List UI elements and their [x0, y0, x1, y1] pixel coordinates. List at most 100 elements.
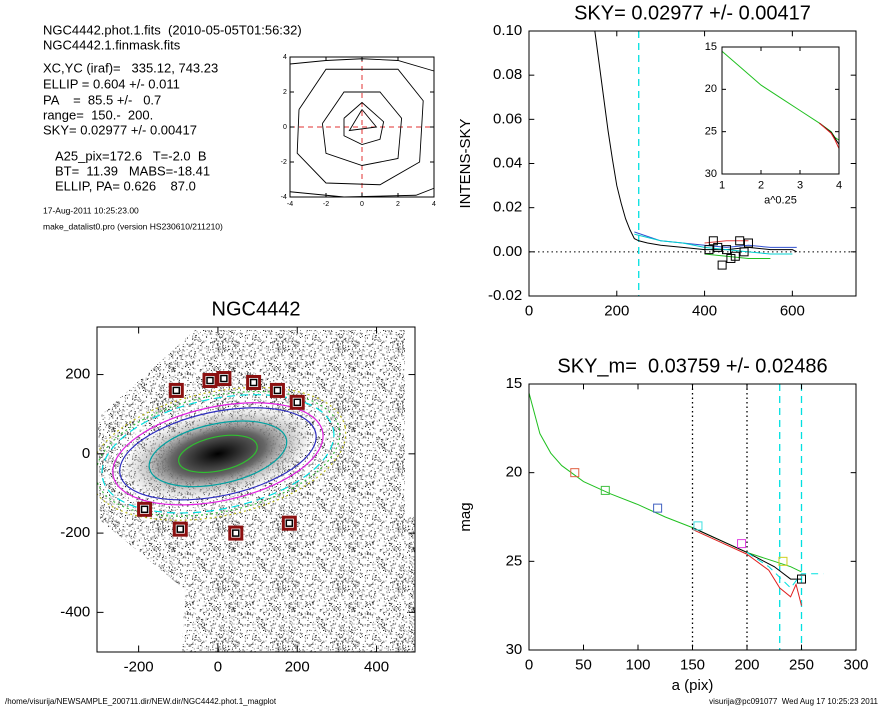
chart-title: NGC4442 — [212, 298, 301, 320]
marker — [797, 574, 806, 584]
x-tick-label: 3 — [797, 179, 803, 191]
marker — [730, 251, 740, 261]
x-tick-label: 400 — [364, 659, 389, 676]
info-line: XC,YC (iraf)= 335.12, 743.23 — [43, 60, 218, 75]
y-tick-label: 30 — [506, 641, 523, 658]
y-tick-label: -4 — [281, 194, 287, 201]
galaxy — [124, 408, 312, 500]
marker — [722, 245, 732, 255]
x-axis-title: a (pix) — [672, 677, 714, 694]
y-tick-label: 2 — [283, 89, 287, 96]
x-tick-label: 250 — [789, 657, 814, 674]
y-tick-label: -0.02 — [488, 287, 522, 304]
sky-box-inner — [172, 386, 181, 395]
profile-line — [704, 240, 749, 244]
y-tick-label: 20 — [705, 83, 717, 95]
image-footprint — [98, 330, 415, 652]
info-line: NGC4442.1.finmask.fits — [43, 37, 181, 52]
profile-line — [692, 527, 802, 580]
y-tick-label: 0.10 — [493, 22, 522, 39]
y-tick-label: -200 — [60, 524, 90, 541]
profile-line — [704, 253, 771, 259]
isophote — [119, 407, 317, 501]
y-tick-label: 0.06 — [493, 110, 522, 127]
y-tick-label: 15 — [506, 375, 523, 392]
y-tick-label: 15 — [705, 41, 717, 53]
sky-box — [281, 515, 297, 531]
sky-box-inner — [273, 386, 282, 395]
x-tick-label: 0 — [360, 201, 364, 208]
y-tick-label: 0 — [82, 445, 90, 462]
y-tick-label: -400 — [60, 603, 90, 620]
y-tick-label: 200 — [65, 366, 90, 383]
isophote — [148, 420, 288, 488]
x-tick-label: -4 — [287, 201, 293, 208]
marker — [570, 468, 580, 478]
sky-box-inner — [206, 376, 214, 385]
y-tick-label: 20 — [506, 464, 523, 481]
plot-frame — [721, 46, 840, 175]
profile-line — [721, 50, 840, 141]
x-tick-label: 4 — [836, 179, 842, 191]
sky-box — [269, 382, 285, 398]
y-tick-label: 25 — [705, 126, 717, 138]
marker — [693, 521, 703, 531]
x-tick-label: 200 — [285, 659, 310, 676]
x-tick-label: 0 — [525, 657, 533, 674]
sky-box — [246, 374, 262, 390]
contour — [321, 91, 403, 166]
sky-box-inner — [249, 378, 258, 387]
x-tick-label: 100 — [625, 657, 650, 674]
sky-box-inner — [176, 525, 185, 533]
sky-box — [202, 373, 218, 389]
marker — [653, 503, 663, 513]
y-tick-label: 30 — [705, 168, 717, 180]
y-tick-label: 0.04 — [493, 154, 522, 171]
y-axis-title: mag — [457, 502, 474, 531]
isophote — [97, 386, 347, 521]
x-tick-label: 0 — [214, 659, 222, 676]
y-tick-label: -2 — [281, 159, 287, 166]
sky-box — [168, 382, 184, 398]
x-tick-label: 4 — [432, 201, 436, 208]
sky-box — [289, 394, 305, 410]
marker — [739, 247, 749, 257]
x-tick-label: 0 — [525, 303, 533, 320]
info-line: BT= 11.39 MABS=-18.41 — [55, 163, 210, 178]
info-line: make_datalist0.pro (version HS230610/211… — [43, 221, 223, 231]
info-line: A25_pix=172.6 T=-2.0 B — [55, 148, 207, 163]
chart-title: SKY= 0.02977 +/- 0.00417 — [574, 2, 811, 24]
x-tick-label: -2 — [323, 201, 329, 208]
isophote — [97, 390, 341, 517]
profile-line — [692, 528, 802, 606]
info-line: 17-Aug-2011 10:25:23.00 — [43, 205, 139, 215]
sky-box-inner — [232, 529, 240, 537]
profile-line — [594, 30, 797, 253]
marker — [713, 242, 723, 252]
y-tick-label: 0.08 — [493, 66, 522, 83]
x-tick-label: 600 — [780, 303, 805, 320]
contour — [343, 101, 385, 145]
profile-line — [746, 552, 824, 589]
x-tick-label: 400 — [692, 303, 717, 320]
info-line: SKY= 0.02977 +/- 0.00417 — [43, 122, 197, 137]
x-tick-label: 200 — [734, 657, 759, 674]
sky-box-inner — [220, 374, 228, 383]
isophote — [112, 402, 324, 506]
info-line: PA = 85.5 +/- 0.7 — [43, 92, 161, 107]
isophote — [178, 434, 258, 474]
info-line: NGC4442.phot.1.fits (2010-05-05T01:56:32… — [43, 22, 302, 37]
contour — [289, 187, 435, 198]
y-tick-label: 25 — [506, 552, 523, 569]
y-tick-label: 0 — [283, 124, 287, 131]
marker — [743, 238, 753, 248]
info-line: ELLIP, PA= 0.626 87.0 — [55, 178, 196, 193]
y-tick-label: 0.02 — [493, 199, 522, 216]
plot-frame — [528, 30, 857, 297]
x-axis-title: a^0.25 — [764, 194, 797, 206]
marker — [600, 485, 610, 495]
x-tick-label: 50 — [575, 657, 592, 674]
marker — [735, 236, 745, 246]
sky-box — [172, 521, 188, 537]
